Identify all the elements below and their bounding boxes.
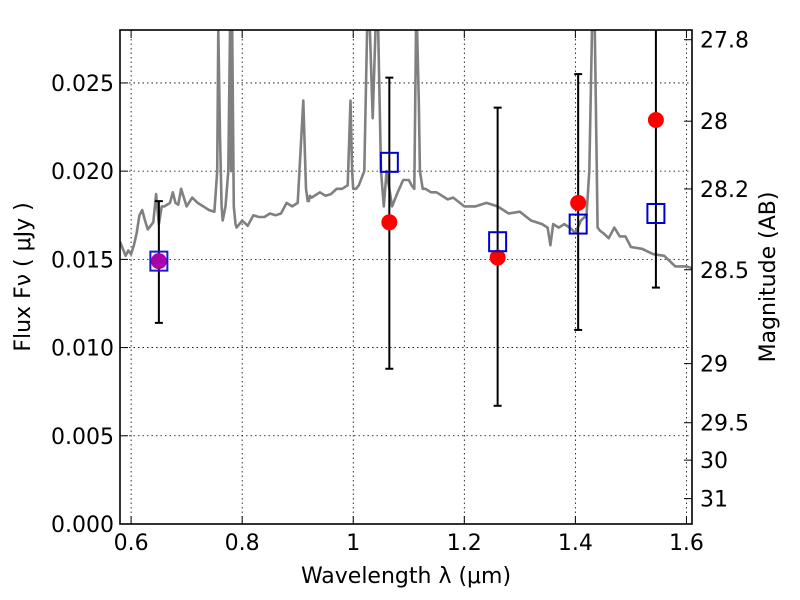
y-tick-label: 0.000 [51, 513, 114, 538]
mag-tick-label: 28.5 [700, 259, 749, 284]
y-tick-label: 0.020 [51, 160, 114, 185]
y-tick-label: 0.005 [51, 425, 114, 450]
grid [120, 30, 692, 525]
observed-point [570, 194, 587, 211]
model-point [646, 202, 666, 224]
model-point [488, 231, 508, 253]
x-tick-label: 0.8 [225, 531, 260, 556]
mag-tick-label: 30 [700, 449, 728, 474]
axis-ticks: 0.6 0.8 1 1.2 1.4 1.6 0.000 0.005 0.010 0.015 0.02… [51, 29, 749, 556]
observed-point [489, 249, 506, 266]
mag-tick-label: 28 [700, 110, 728, 135]
mag-tick-label: 31 [700, 488, 728, 513]
mag-tick-label: 29.5 [700, 412, 749, 437]
x-tick-label: 1.6 [669, 531, 704, 556]
model-point [379, 151, 399, 173]
mag-tick-label: 29 [700, 353, 728, 378]
x-tick-label: 1.2 [447, 531, 482, 556]
x-tick-label: 1.4 [558, 531, 593, 556]
x-tick-label: 0.6 [114, 531, 149, 556]
y-tick-label: 0.015 [51, 248, 114, 273]
y2-axis-title: Magnitude (AB) [756, 192, 781, 363]
model-spectrum [120, 30, 692, 270]
model-point [149, 250, 169, 272]
observed-point [381, 214, 398, 231]
y-tick-label: 0.010 [51, 337, 114, 362]
observed-point [647, 111, 664, 128]
spectrum-line [120, 30, 692, 270]
y-tick-label: 0.025 [51, 72, 114, 97]
mag-tick-label: 27.8 [700, 29, 749, 54]
plot-frame [119, 29, 693, 525]
y-axis-title: Flux Fν ( μJy ) [11, 202, 36, 351]
mag-tick-label: 28.2 [700, 178, 749, 203]
data-points [149, 111, 666, 272]
model-point [568, 213, 588, 235]
x-axis-title: Wavelength λ (μm) [301, 564, 511, 589]
x-tick-label: 1 [346, 531, 360, 556]
observed-point [150, 253, 167, 270]
